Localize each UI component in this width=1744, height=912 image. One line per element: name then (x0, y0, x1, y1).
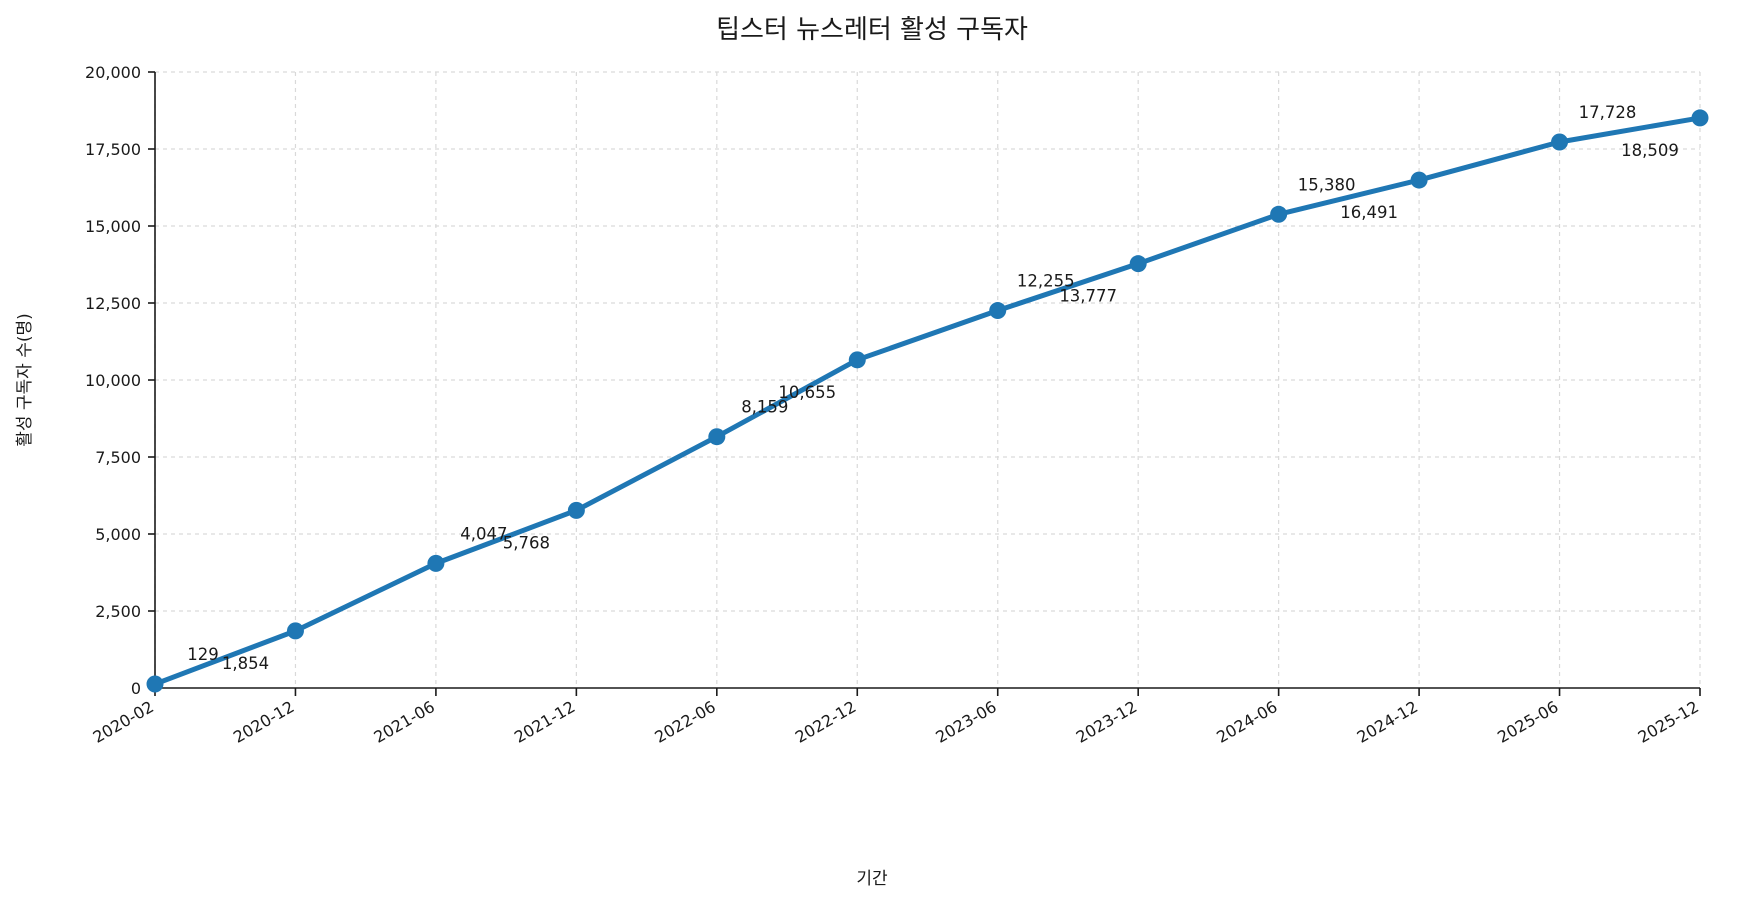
y-tick-label: 10,000 (85, 371, 141, 390)
data-point-label: 12,255 (1017, 272, 1075, 291)
data-point-marker[interactable] (1270, 205, 1288, 223)
data-point-marker[interactable] (427, 554, 445, 572)
x-axis-label: 기간 (856, 869, 888, 889)
data-point-marker[interactable] (1691, 109, 1709, 127)
y-tick-label: 15,000 (85, 217, 141, 236)
data-point-marker[interactable] (848, 351, 866, 369)
data-point-label: 5,768 (503, 533, 550, 552)
y-axis-label: 활성 구독자 수(명) (15, 313, 35, 447)
data-point-marker[interactable] (1410, 171, 1428, 189)
y-tick-label: 0 (131, 679, 141, 698)
data-point-label: 13,777 (1059, 287, 1117, 306)
data-point-marker[interactable] (1129, 255, 1147, 273)
data-point-marker[interactable] (708, 428, 726, 446)
y-tick-label: 17,500 (85, 140, 141, 159)
data-point-label: 15,380 (1298, 175, 1356, 194)
data-point-label: 1,854 (222, 654, 269, 673)
y-tick-label: 12,500 (85, 294, 141, 313)
data-point-marker[interactable] (1551, 133, 1569, 151)
data-point-label: 17,728 (1579, 103, 1637, 122)
data-point-label: 10,655 (778, 383, 836, 402)
gridlines (154, 71, 1701, 688)
y-tick-label: 20,000 (85, 63, 141, 82)
data-point-marker[interactable] (286, 622, 304, 640)
data-point-marker[interactable] (146, 675, 164, 693)
y-tick-label: 7,500 (95, 448, 141, 467)
data-point-label: 16,491 (1340, 203, 1398, 222)
data-point-label: 18,509 (1621, 141, 1679, 160)
series-subscribers (146, 109, 1709, 693)
data-point-label: 8,159 (741, 398, 788, 417)
y-tick-label: 5,000 (95, 525, 141, 544)
data-point-label: 4,047 (460, 524, 507, 543)
y-axis-ticks: 0 2,500 5,000 7,500 10,000 12,500 15,000 17,500… (85, 63, 155, 698)
y-tick-label: 2,500 (95, 602, 141, 621)
series-line (152, 115, 1703, 687)
data-point-label: 129 (187, 645, 219, 664)
data-point-marker[interactable] (567, 501, 585, 519)
data-point-marker[interactable] (989, 302, 1007, 320)
chart-title: 팁스터 뉴스레터 활성 구독자 (716, 15, 1028, 45)
